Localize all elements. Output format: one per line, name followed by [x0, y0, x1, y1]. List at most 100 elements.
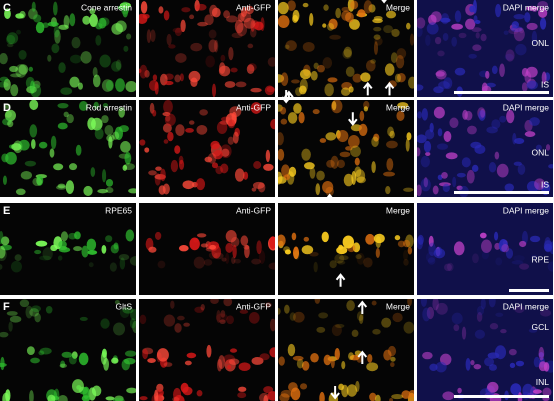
cell	[128, 188, 136, 194]
cell	[8, 321, 13, 332]
cell	[348, 135, 360, 148]
cell	[318, 312, 329, 319]
cell	[302, 41, 315, 52]
cell	[389, 398, 394, 401]
cell	[284, 249, 291, 255]
cell	[350, 145, 361, 158]
layer-label: IS	[541, 80, 549, 90]
cell	[547, 261, 553, 272]
cell	[144, 147, 150, 153]
cell	[417, 234, 424, 245]
cell	[194, 306, 205, 313]
cell	[437, 128, 443, 137]
cell	[31, 305, 41, 313]
cell	[461, 326, 467, 340]
cell	[218, 65, 231, 77]
cell	[408, 393, 414, 401]
cell	[350, 0, 359, 10]
cell	[314, 299, 321, 304]
cell	[500, 329, 507, 334]
cell	[100, 318, 110, 329]
panel-bg	[139, 203, 275, 295]
cell	[129, 255, 136, 266]
cell	[92, 67, 98, 78]
cell	[371, 300, 377, 306]
cell	[394, 73, 401, 83]
cell	[213, 149, 223, 160]
cell	[495, 3, 502, 18]
cell	[154, 389, 159, 401]
micrograph-panel	[278, 203, 414, 295]
cell	[51, 43, 60, 54]
cell	[371, 161, 376, 174]
cell	[268, 262, 275, 270]
cell	[9, 315, 22, 323]
cell	[239, 309, 249, 314]
cell	[71, 37, 81, 49]
cell	[384, 63, 395, 76]
cell	[204, 14, 214, 26]
cell	[0, 331, 9, 338]
cell	[225, 230, 237, 243]
cell	[321, 231, 329, 243]
cell	[420, 155, 430, 168]
cell	[533, 356, 540, 368]
layer-label: INL	[536, 377, 550, 387]
cell	[337, 260, 346, 265]
cell	[10, 73, 22, 78]
cell	[423, 177, 428, 188]
cell	[549, 241, 553, 255]
cell	[543, 362, 550, 372]
cell	[391, 28, 400, 37]
cell	[101, 79, 114, 92]
micrograph-panel	[139, 0, 275, 97]
cell	[65, 180, 75, 195]
cell	[354, 157, 360, 166]
cell	[215, 313, 228, 323]
cell	[172, 27, 184, 33]
cell	[357, 9, 366, 18]
cell	[310, 70, 318, 81]
cell	[303, 162, 315, 170]
cell	[139, 396, 148, 401]
cell	[417, 17, 426, 29]
cell	[60, 360, 66, 368]
cell	[42, 247, 53, 261]
cell	[322, 180, 334, 194]
cell	[417, 84, 424, 91]
cell	[417, 236, 424, 250]
cell	[329, 260, 337, 269]
cell	[82, 386, 90, 399]
panel-label: DAPI merge	[503, 205, 550, 215]
panel-label: Cone arrestin	[81, 2, 132, 12]
cell	[303, 236, 310, 242]
cell	[180, 19, 186, 33]
panel-label: DAPI merge	[503, 2, 550, 12]
cell	[3, 78, 11, 91]
cell	[434, 246, 443, 257]
cell	[425, 151, 431, 156]
cell	[89, 13, 98, 28]
cell	[57, 394, 68, 401]
scale-bar	[454, 91, 549, 94]
cell	[312, 109, 320, 115]
cell	[57, 183, 66, 189]
cell	[119, 306, 130, 319]
cell	[208, 39, 218, 53]
cell	[243, 244, 250, 250]
cell	[359, 110, 365, 122]
cell	[95, 35, 102, 46]
cell	[197, 21, 208, 27]
cell	[522, 383, 534, 398]
cell	[283, 174, 291, 181]
cell	[292, 355, 304, 361]
cell	[343, 46, 352, 58]
cell	[80, 51, 92, 64]
cell	[263, 394, 269, 401]
cell	[521, 82, 528, 92]
cell	[351, 171, 357, 185]
cell	[370, 59, 376, 64]
cell	[132, 320, 136, 334]
cell	[269, 318, 275, 332]
cell	[356, 176, 366, 184]
